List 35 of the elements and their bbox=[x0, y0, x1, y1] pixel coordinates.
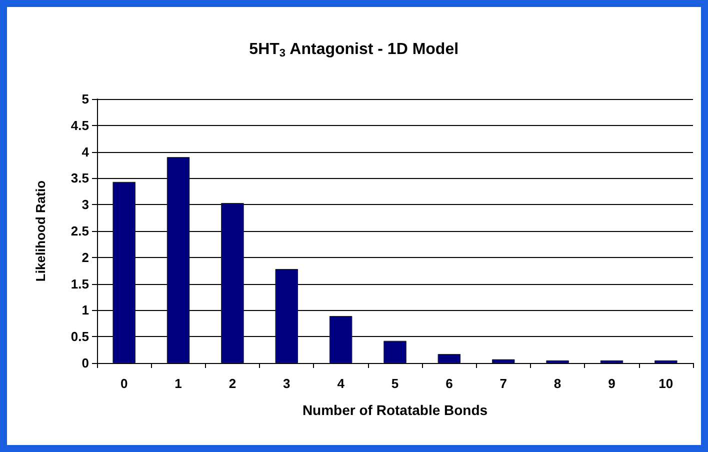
bar bbox=[329, 316, 352, 363]
bar bbox=[546, 360, 569, 363]
x-tick-label: 2 bbox=[228, 376, 236, 391]
x-tick-label: 4 bbox=[337, 376, 346, 391]
bar bbox=[654, 360, 678, 363]
y-axis-title: Likelihood Ratio bbox=[33, 180, 48, 282]
x-tick-label: 1 bbox=[174, 376, 182, 391]
y-tick-label: 1.5 bbox=[70, 276, 89, 292]
x-tick-label: 0 bbox=[120, 376, 128, 391]
x-tick-label: 3 bbox=[283, 376, 290, 391]
y-tick-label: 5 bbox=[82, 92, 89, 106]
x-tick-label: 6 bbox=[446, 376, 453, 391]
y-tick-label: 0.5 bbox=[70, 329, 89, 344]
y-tick-label: 2.5 bbox=[70, 224, 89, 238]
y-tick-label: 0 bbox=[82, 356, 89, 370]
y-tick-label: 4 bbox=[82, 144, 90, 160]
y-tick-label: 1 bbox=[82, 302, 89, 318]
x-axis-title: Number of Rotatable Bonds bbox=[302, 402, 488, 418]
x-tick-label: 7 bbox=[500, 376, 507, 391]
x-tick-label: 9 bbox=[608, 376, 616, 391]
bar bbox=[492, 359, 515, 363]
bar bbox=[112, 182, 136, 363]
x-tick-label: 5 bbox=[391, 376, 399, 391]
bar bbox=[600, 360, 624, 363]
bar bbox=[438, 354, 461, 363]
y-tick-label: 4.5 bbox=[70, 118, 89, 133]
bar bbox=[221, 203, 244, 363]
bar bbox=[166, 157, 190, 363]
x-tick-label: 8 bbox=[554, 376, 562, 391]
y-tick-label: 3.5 bbox=[70, 170, 89, 186]
y-tick-label: 2 bbox=[82, 250, 89, 265]
bar bbox=[384, 340, 406, 363]
y-tick-label: 3 bbox=[82, 197, 89, 212]
bar bbox=[275, 269, 298, 363]
x-tick-label: 10 bbox=[658, 376, 674, 391]
